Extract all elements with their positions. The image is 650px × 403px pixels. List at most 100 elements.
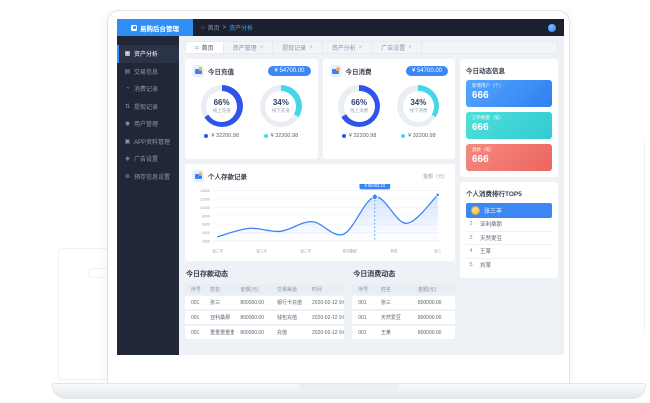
svg-text:亚利桑那: 亚利桑那 [343,248,357,253]
sidebar-item-app-data-management[interactable]: ▣ APP资料管理 [117,133,179,151]
cell: 2020-02-12 9:00 [312,299,344,306]
table-row[interactable]: 001 亚利桑那 800000.00 钱包充值 2020-02-12 9:00 [185,311,345,324]
close-icon[interactable]: × [309,44,313,51]
ranking-name: 张三丰 [484,209,503,215]
offline-recharge-donut: 34% 线下充值 [259,85,302,127]
legend-dot [263,134,268,138]
breadcrumb-home[interactable]: 首页 [207,26,220,32]
cell: 001 [358,329,367,336]
cell: 001 [191,329,200,336]
tab-asset-management[interactable]: 资产管理 × [224,42,274,53]
tab-ad-settings[interactable]: 广告设置 × [372,42,422,53]
donut-label: 线上消费 [350,108,369,113]
ranking-name: 天然爱豆 [480,235,503,242]
topbar: 易购后台管理 ⌂ 首页 > 资产分析 [117,19,564,36]
app-logo[interactable]: 易购后台管理 [117,19,193,36]
ranking-rank: 4 [469,248,473,255]
cell: 重重重重重 [210,330,235,336]
svg-text:6000: 6000 [202,223,210,227]
panel-title: 今日动态信息 [466,68,505,75]
cell: 800000.00 [240,314,264,321]
column-header: 姓名 [380,286,391,293]
tab-label: 首页 [201,46,214,52]
ranking-name: 亚利桑那 [480,222,503,229]
sidebar-item-prestore-settings[interactable]: ⊛ 预存信息设置 [117,168,179,186]
svg-text:张三丰: 张三丰 [300,248,311,253]
ranking-row[interactable]: 5 刘某 [466,259,552,273]
donut-percent: 34% [272,98,289,107]
svg-text:4000: 4000 [202,231,210,235]
cell: 钱包充值 [276,315,297,321]
cell: 800000.00 [417,329,442,336]
cell: 王某 [380,330,391,336]
cell: 001 [358,299,367,306]
donut-percent: 66% [213,98,230,107]
legend-dot [401,134,406,138]
tab-withdrawal-records[interactable]: 提现记录 × [273,42,323,53]
consumption-records-icon: ◔ [125,85,130,92]
transaction-info-icon: ▤ [124,68,131,75]
sidebar-item-asset-analysis[interactable]: ▦ 资产分析 [117,45,179,63]
cell: 亚利桑那 [210,315,231,321]
svg-text:2000: 2000 [202,239,210,243]
statbox-value: 666 [472,154,489,165]
sidebar-item-ad-settings[interactable]: ◈ 广告设置 [117,150,179,168]
ranking-row[interactable]: 3 天然爱豆 [466,232,552,245]
top-navbar: ⌂ 首页 > 资产分析 [193,19,564,36]
ranking-row[interactable]: 2 亚利桑那 [466,218,552,232]
cell: 800000.00 [240,299,264,306]
sidebar-item-withdrawal-records[interactable]: ⇅ 提现记录 [117,98,179,116]
ad-settings-icon: ◈ [125,156,130,163]
tab-asset-analysis[interactable]: 资产分析 × [323,42,373,53]
tab-label: 提现记录 [282,46,307,52]
sidebar-item-label: 提现记录 [134,104,159,111]
deposit-line-chart[interactable]: 2000 4000 6000 8000 10000 12000 14000 ¥ 59403.2… [192,184,448,258]
tab-label: 资产管理 [232,46,257,52]
offline-consume-donut: 34% 线下消费 [397,85,440,127]
close-icon[interactable]: × [358,44,363,51]
orders-statbox: 订单数量（笔） 666 [466,112,552,139]
consume-icon [329,65,342,77]
recharge-icon [192,65,204,77]
home-icon: ⌂ [201,24,205,31]
consume-table: 序号 姓名 金额(元) 001 张三 800000.00 [352,284,455,339]
logo-icon [131,24,137,31]
column-header: 交易渠道 [276,286,297,293]
svg-text:8000: 8000 [202,214,210,218]
table-header-row: 序号 姓名 金额(元) 交易渠道 时间 [185,284,345,294]
sidebar-item-label: 消费记录 [134,87,159,94]
breadcrumb-separator: > [222,24,227,31]
ranking-row-1[interactable]: 张三丰 [466,203,552,218]
online-recharge-donut: 66% 线上充值 [200,85,243,127]
svg-text:张三: 张三 [434,248,441,253]
table-row[interactable]: 001 重重重重重 800000.00 充值 2020-02-12 9:00 [185,326,345,339]
table-row[interactable]: 001 王某 800000.00 [352,326,455,339]
legend-dot [341,134,346,138]
ranking-row[interactable]: 4 王某 [466,245,552,259]
ranking-name: 刘某 [480,263,492,270]
chart-unit-label: 金额（元） [422,173,448,180]
close-icon[interactable]: × [408,44,412,51]
today-stats-panel: 今日动态信息 新增用户（个） 666 订单数量（笔） 666 退款（笔） [460,59,558,177]
table-row[interactable]: 001 张三 800000.00 银行卡充值 2020-02-12 9:00 [185,296,345,309]
donut-percent: 66% [351,98,368,107]
ranking-rank: 2 [469,221,473,228]
sidebar-item-label: 资产分析 [134,52,159,59]
trackpad-notch [299,384,399,391]
cell: 2020-02-12 9:00 [312,329,344,336]
table-row[interactable]: 001 天然爱豆 800000.00 [352,311,455,324]
sidebar-item-transaction-info[interactable]: ▤ 交易信息 [117,63,179,81]
close-icon[interactable]: × [259,44,264,51]
user-avatar[interactable] [548,23,556,32]
ranking-rank: 3 [469,234,473,241]
tab-home[interactable]: ⌂ 首页 [186,42,224,53]
sidebar-item-user-management[interactable]: ◉ 用户管理 [117,115,179,133]
table-row[interactable]: 001 张三 800000.00 [352,296,455,309]
table-title: 今日存款动态 [186,271,228,278]
asset-analysis-icon: ▦ [124,51,131,58]
table-title: 今日消费动态 [353,271,396,278]
sidebar: ▦ 资产分析 ▤ 交易信息 ◔ 消费记录 ⇅ 提现记录 ◉ 用户管理 [117,36,179,355]
logo-text: 易购后台管理 [140,25,179,33]
sidebar-item-consumption-records[interactable]: ◔ 消费记录 [117,80,179,98]
